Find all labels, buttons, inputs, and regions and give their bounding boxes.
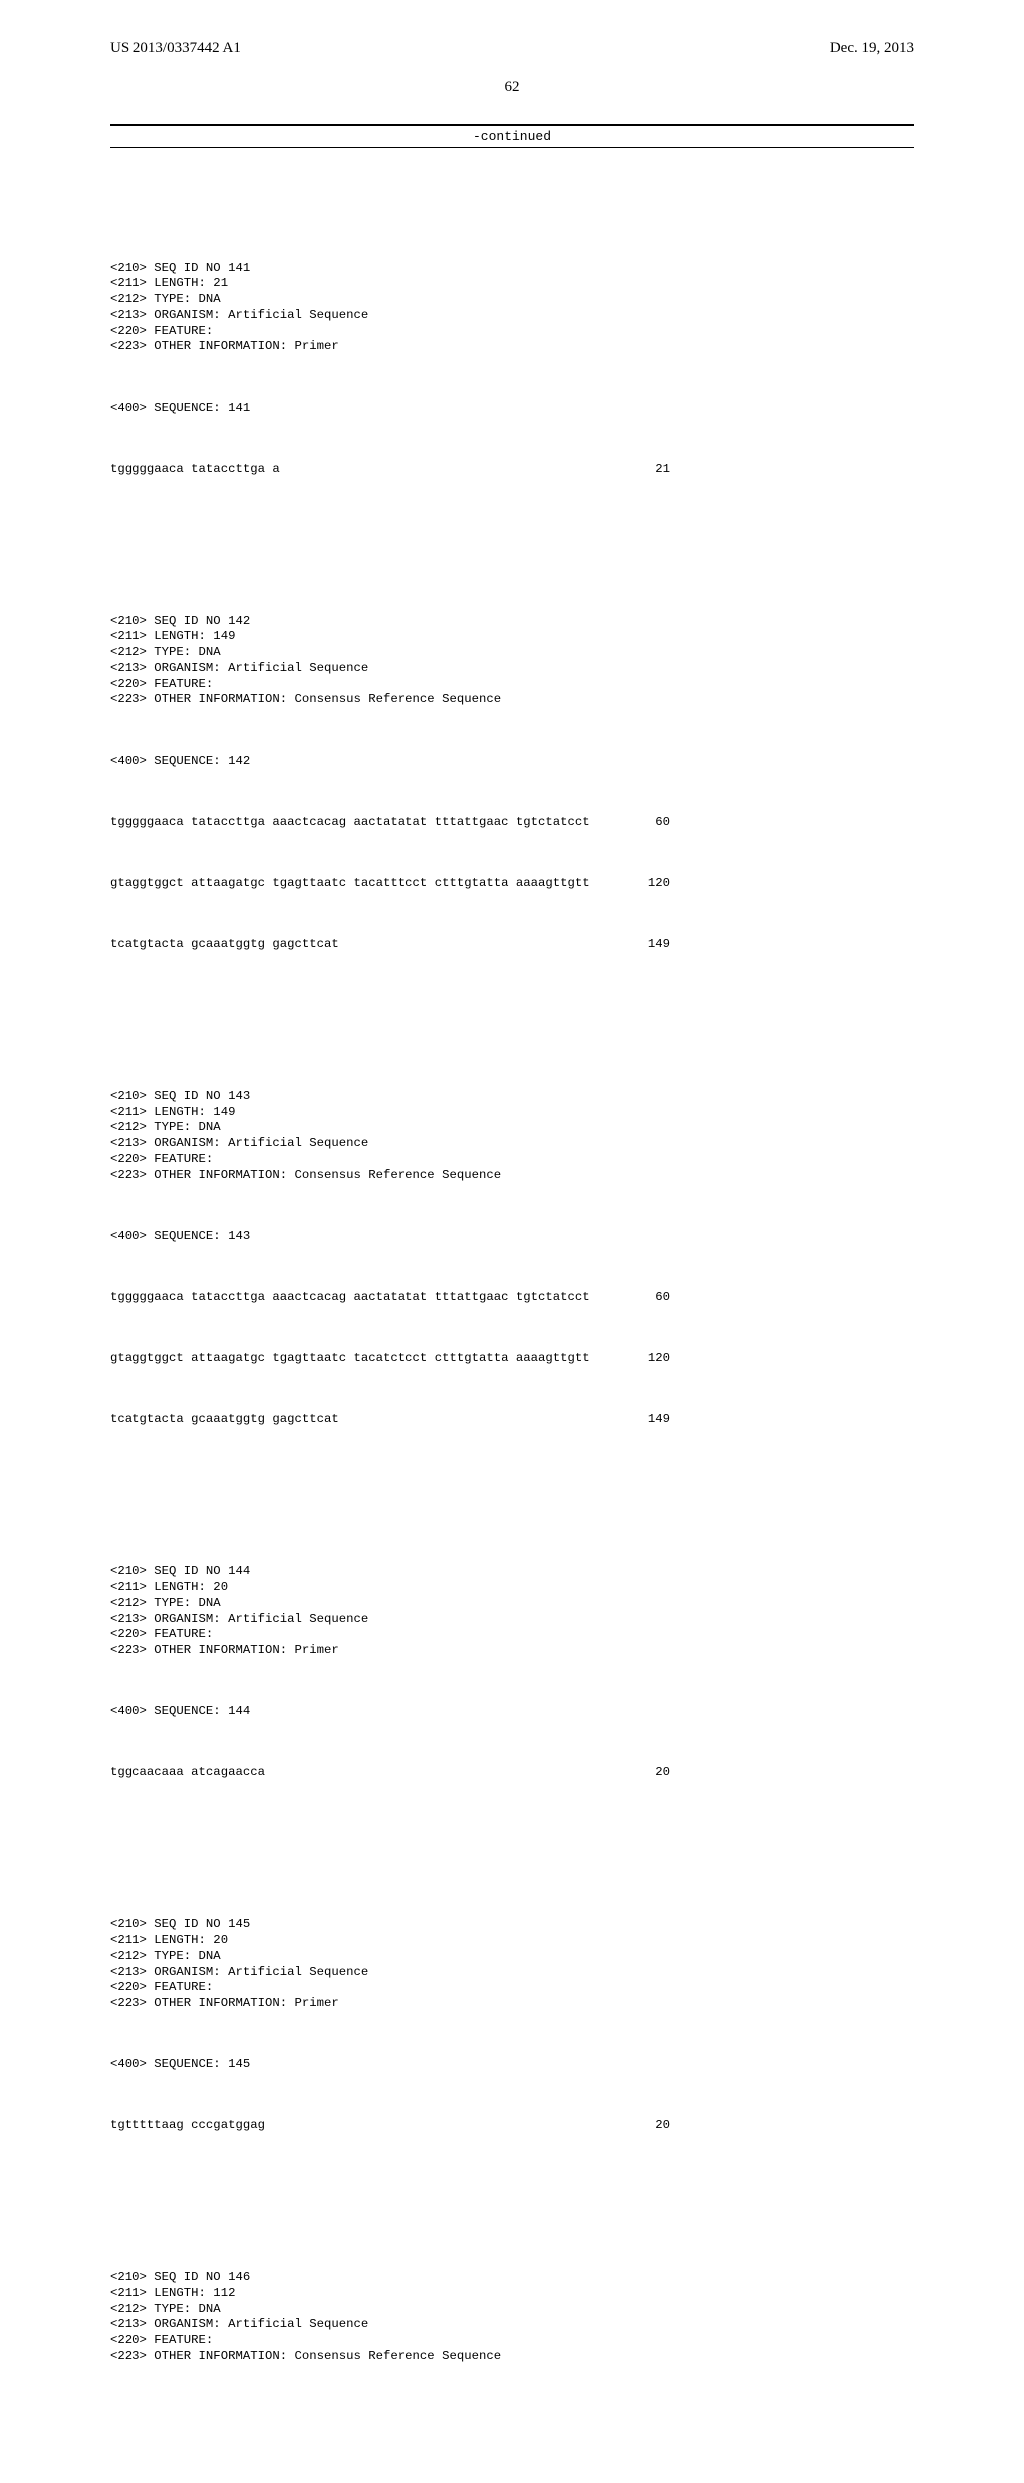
rule-top <box>110 124 914 126</box>
pub-date: Dec. 19, 2013 <box>830 40 914 57</box>
page-number: 62 <box>110 79 914 96</box>
seq-entry: <210> SEQ ID NO 141 <211> LENGTH: 21 <21… <box>110 229 914 509</box>
seq-label: <400> SEQUENCE: 141 <box>110 401 914 417</box>
seq-label: <400> SEQUENCE: 142 <box>110 754 914 770</box>
seq-line: tggcaacaaa atcagaacca20 <box>110 1765 670 1781</box>
seq-header: <210> SEQ ID NO 143 <211> LENGTH: 149 <2… <box>110 1089 914 1183</box>
seq-entry: <210> SEQ ID NO 145 <211> LENGTH: 20 <21… <box>110 1886 914 2166</box>
seq-line: tgggggaaca tataccttga a21 <box>110 462 670 478</box>
rule-bottom <box>110 147 914 148</box>
seq-line: tgggggaaca tataccttga aaactcacag aactata… <box>110 1290 670 1306</box>
seq-header: <210> SEQ ID NO 144 <211> LENGTH: 20 <21… <box>110 1564 914 1658</box>
page-container: US 2013/0337442 A1 Dec. 19, 2013 62 -con… <box>0 0 1024 2483</box>
seq-line: tcatgtacta gcaaatggtg gagcttcat149 <box>110 937 670 953</box>
seq-entry: <210> SEQ ID NO 142 <211> LENGTH: 149 <2… <box>110 582 914 984</box>
sequence-listing: <210> SEQ ID NO 141 <211> LENGTH: 21 <21… <box>110 182 914 2443</box>
seq-line: tcatgtacta gcaaatggtg gagcttcat149 <box>110 1412 670 1428</box>
seq-header: <210> SEQ ID NO 142 <211> LENGTH: 149 <2… <box>110 614 914 708</box>
seq-entry: <210> SEQ ID NO 143 <211> LENGTH: 149 <2… <box>110 1058 914 1460</box>
seq-header: <210> SEQ ID NO 145 <211> LENGTH: 20 <21… <box>110 1917 914 2011</box>
seq-header: <210> SEQ ID NO 141 <211> LENGTH: 21 <21… <box>110 261 914 355</box>
pub-number: US 2013/0337442 A1 <box>110 40 241 57</box>
seq-label: <400> SEQUENCE: 144 <box>110 1704 914 1720</box>
seq-line: gtaggtggct attaagatgc tgagttaatc tacattt… <box>110 876 670 892</box>
seq-line: gtaggtggct attaagatgc tgagttaatc tacatct… <box>110 1351 670 1367</box>
page-header: US 2013/0337442 A1 Dec. 19, 2013 <box>110 40 914 57</box>
continued-label: -continued <box>110 129 914 144</box>
seq-label: <400> SEQUENCE: 145 <box>110 2057 914 2073</box>
seq-line: tgtttttaag cccgatggag20 <box>110 2118 670 2134</box>
seq-entry: <210> SEQ ID NO 146 <211> LENGTH: 112 <2… <box>110 2239 914 2396</box>
seq-header: <210> SEQ ID NO 146 <211> LENGTH: 112 <2… <box>110 2270 914 2364</box>
seq-label: <400> SEQUENCE: 143 <box>110 1229 914 1245</box>
seq-entry: <210> SEQ ID NO 144 <211> LENGTH: 20 <21… <box>110 1533 914 1813</box>
seq-line: tgggggaaca tataccttga aaactcacag aactata… <box>110 815 670 831</box>
